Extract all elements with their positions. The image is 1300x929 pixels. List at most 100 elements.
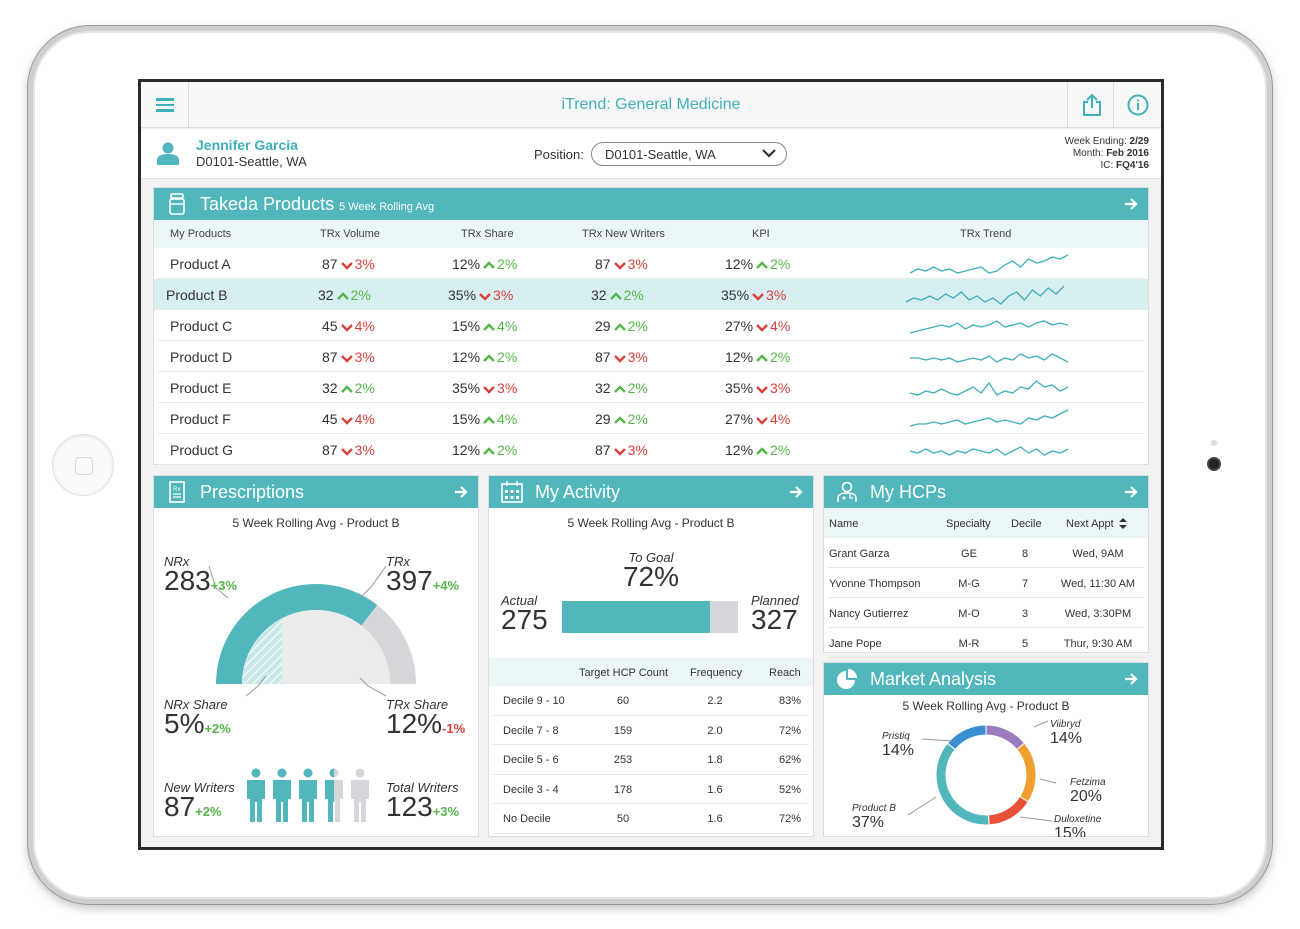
- donut-leader-line: [1019, 816, 1053, 822]
- planned-value: 327: [751, 604, 798, 635]
- user-name: Jennifer Garcia: [196, 137, 298, 153]
- product-nw-cell: 29 2%: [595, 318, 648, 334]
- activity-row[interactable]: Decile 7 - 8 159 2.0 72%: [493, 716, 809, 745]
- sort-icon[interactable]: [1119, 518, 1127, 529]
- products-title: Takeda Products: [200, 194, 335, 214]
- product-row[interactable]: Product C 45 4% 15% 4% 29 2% 27% 4%: [158, 310, 1144, 341]
- product-name: Product G: [170, 442, 234, 458]
- col-decile[interactable]: Decile: [1011, 518, 1042, 530]
- arrow-right-icon[interactable]: [1124, 197, 1138, 211]
- home-button[interactable]: [52, 434, 114, 496]
- activity-row[interactable]: No Decile 50 1.6 72%: [493, 804, 809, 834]
- gauge-nrx-arc: [216, 584, 378, 684]
- products-table: My Products TRx Volume TRx Share TRx New…: [154, 220, 1148, 465]
- arrow-right-icon[interactable]: [1124, 672, 1138, 686]
- nrx-share-label: NRx Share: [164, 697, 228, 712]
- prescriptions-header[interactable]: Rx Prescriptions: [154, 476, 478, 508]
- product-row[interactable]: Product A 87 3% 12% 2% 87 3% 12% 2%: [158, 248, 1144, 279]
- nrx-value: 283: [164, 565, 211, 596]
- product-vol-change: 4%: [354, 318, 375, 334]
- gauge-trx-arc: [361, 604, 416, 684]
- products-header[interactable]: Takeda Products 5 Week Rolling Avg: [154, 188, 1148, 220]
- product-row[interactable]: Product D 87 3% 12% 2% 87 3% 12% 2%: [158, 341, 1144, 372]
- position-select[interactable]: D0101-Seattle, WA: [591, 142, 787, 166]
- activity-cell: 253: [613, 754, 633, 766]
- col-my-products: My Products: [170, 228, 232, 240]
- week-ending-label: Week Ending:: [1064, 136, 1127, 147]
- menu-button[interactable]: [141, 82, 189, 128]
- market-header[interactable]: Market Analysis: [824, 663, 1148, 695]
- gauge-nrx-share-hatch: [242, 618, 282, 684]
- product-row[interactable]: Product B 32 2% 35% 3% 32 2% 35% 3%: [154, 279, 1148, 310]
- product-share-value: 15%: [452, 318, 481, 334]
- hcps-rows: Grant Garza GE 8 Wed, 9AM Yvonne Thompson M-G…: [824, 538, 1148, 658]
- product-vol-cell: 32 2%: [318, 287, 371, 303]
- activity-header[interactable]: My Activity: [489, 476, 813, 508]
- activity-row[interactable]: Decile 9 - 10 60 2.2 83%: [493, 686, 809, 716]
- chevron-up-icon: [483, 354, 495, 363]
- chevron-down-icon: [613, 448, 626, 456]
- product-kpi-cell: 27% 4%: [725, 318, 790, 334]
- hcps-header[interactable]: My HCPs: [824, 476, 1148, 508]
- arrow-right-icon[interactable]: [454, 485, 468, 499]
- total-writers-change: +3%: [432, 804, 460, 819]
- hcp-row[interactable]: Yvonne Thompson M-G 7 Wed, 11:30 AM: [828, 568, 1144, 598]
- col-name[interactable]: Name: [829, 518, 859, 530]
- product-kpi-value: 35%: [725, 380, 754, 396]
- activity-row[interactable]: Decile 5 - 6 253 1.8 62%: [493, 745, 809, 775]
- activity-cell: 62%: [778, 754, 802, 766]
- hcps-table-header: Name Specialty Decile Next Appt: [824, 508, 1148, 538]
- activity-row[interactable]: Decile 3 - 4 178 1.6 52%: [493, 775, 809, 804]
- col-next-appt[interactable]: Next Appt: [1066, 518, 1114, 530]
- product-kpi-change: 3%: [770, 380, 791, 396]
- product-row[interactable]: Product F 45 4% 15% 4% 29 2% 27% 4%: [158, 403, 1144, 434]
- product-vol-value: 87: [322, 442, 338, 458]
- product-vol-change: 3%: [354, 349, 375, 365]
- actual-value: 275: [501, 604, 548, 635]
- product-kpi-value: 27%: [725, 318, 754, 334]
- new-writers-change: +2%: [195, 804, 222, 819]
- chevron-down-icon: [340, 448, 353, 456]
- product-kpi-value: 12%: [725, 442, 754, 458]
- info-button[interactable]: [1113, 82, 1161, 128]
- hcp-row[interactable]: Nancy Gutierrez M-O 3 Wed, 3:30PM: [828, 598, 1144, 628]
- trx-share-change: -1%: [442, 721, 466, 736]
- app-title: iTrend: General Medicine: [561, 96, 741, 113]
- product-row[interactable]: Product G 87 3% 12% 2% 87 3% 12% 2%: [158, 434, 1144, 465]
- hcp-row[interactable]: Grant Garza GE 8 Wed, 9AM: [828, 538, 1144, 568]
- arrow-right-icon[interactable]: [789, 485, 803, 499]
- product-vol-value: 45: [322, 318, 338, 334]
- activity-table: Target HCP Count Frequency Reach Decile …: [489, 658, 813, 834]
- product-vol-change: 4%: [354, 411, 375, 427]
- product-share-cell: 12% 2%: [452, 256, 517, 272]
- product-share-change: 3%: [497, 380, 518, 396]
- product-kpi-change: 2%: [770, 442, 791, 458]
- trx-label: TRx: [386, 554, 410, 569]
- doctor-icon: [837, 481, 857, 502]
- donut-slice-fetzima[interactable]: [1016, 742, 1037, 803]
- donut-slice-duloxetine[interactable]: [987, 795, 1029, 826]
- products-rows: Product A 87 3% 12% 2% 87 3% 12% 2% Product B 32 2%…: [154, 248, 1148, 465]
- activity-cell: No Decile: [503, 813, 551, 825]
- goal-progress-fill: [562, 601, 711, 633]
- product-vol-cell: 87 3%: [322, 349, 375, 365]
- col-kpi: KPI: [752, 228, 770, 240]
- donut-slice-viibryd[interactable]: [985, 724, 1026, 751]
- product-share-change: 3%: [493, 287, 514, 303]
- product-nw-value: 32: [595, 380, 611, 396]
- donut-slice-pristiq[interactable]: [946, 724, 987, 751]
- donut-label-name: Duloxetine: [1054, 814, 1102, 825]
- hcp-row[interactable]: Jane Pope M-R 5 Thur, 9:30 AM: [828, 628, 1144, 658]
- hcp-cell: M-R: [958, 638, 980, 650]
- product-share-value: 12%: [452, 442, 481, 458]
- product-row[interactable]: Product E 32 2% 35% 3% 32 2% 35% 3%: [158, 372, 1144, 403]
- activity-cell: Decile 7 - 8: [503, 724, 559, 737]
- trx-trend-sparkline: [905, 285, 1065, 305]
- trx-share-value: 12%: [386, 708, 443, 739]
- donut-slice-product-b[interactable]: [935, 742, 990, 826]
- new-writers-label: New Writers: [164, 780, 235, 795]
- arrow-right-icon[interactable]: [1124, 485, 1138, 499]
- share-button[interactable]: [1067, 82, 1115, 128]
- col-specialty[interactable]: Specialty: [946, 518, 991, 530]
- product-vol-cell: 45 4%: [322, 411, 375, 427]
